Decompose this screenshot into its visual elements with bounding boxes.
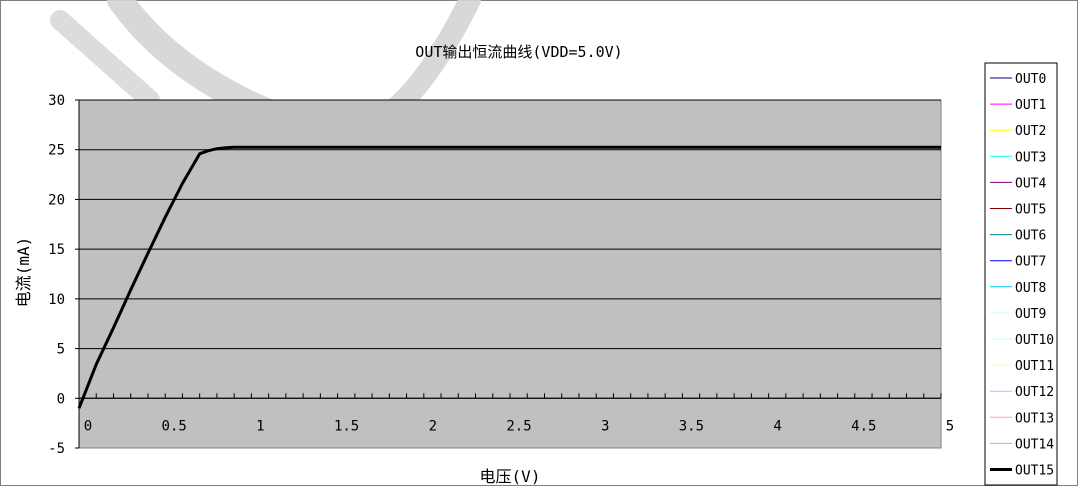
x-tick-label: 0 [84,418,92,434]
legend-label-out13: OUT13 [1015,411,1054,426]
series-layer [77,145,941,409]
y-tick-label: 15 [48,242,65,258]
y-tick-label: -5 [48,441,65,457]
legend-label-out6: OUT6 [1015,229,1046,244]
legend-label-out9: OUT9 [1015,307,1046,322]
chart-title: OUT输出恒流曲线(VDD=5.0V) [415,43,622,61]
legend-box [984,62,1058,486]
grid-lines [79,99,941,399]
legend-label-out11: OUT11 [1015,359,1054,374]
x-axis-title: 电压(V) [480,467,541,486]
legend-label-out0: OUT0 [1015,72,1046,87]
legend: OUT0 OUT1 OUT2 OUT3 OUT4 OUT5 OUT6 OUT7 OUT8 OUT9… [990,72,1054,479]
legend-label-out14: OUT14 [1015,437,1054,452]
y-tick-label: 25 [48,143,65,159]
legend-label-out12: OUT12 [1015,385,1054,400]
legend-label-out1: OUT1 [1015,98,1046,113]
x-tick-label: 1 [256,418,264,434]
y-tick-label: 30 [48,93,65,109]
x-axis: 0 0.5 1 1.5 2 2.5 3 3.5 4 4.5 5 [78,393,954,434]
legend-label-out8: OUT8 [1015,281,1046,296]
x-tick-label: 1.5 [334,418,359,434]
y-axis: -5 0 5 10 15 20 25 30 [48,93,80,457]
legend-label-out2: OUT2 [1015,124,1046,139]
legend-label-out5: OUT5 [1015,203,1046,218]
legend-label-out3: OUT3 [1015,150,1046,165]
y-tick-label: 20 [48,192,65,208]
x-tick-label: 4.5 [851,418,876,434]
y-tick-label: 0 [57,391,65,407]
x-tick-label: 0.5 [162,418,187,434]
legend-label-out15: OUT15 [1015,464,1054,479]
x-tick-label: 3.5 [679,418,704,434]
legend-label-out7: OUT7 [1015,255,1046,270]
x-tick-label: 2 [429,418,437,434]
y-tick-label: 5 [57,342,65,358]
y-axis-title: 电流(mA) [14,237,33,308]
plot-area [78,99,942,449]
x-tick-label: 3 [601,418,609,434]
x-tick-label: 5 [946,418,954,434]
x-tick-label: 2.5 [506,418,531,434]
legend-label-out10: OUT10 [1015,333,1054,348]
legend-label-out4: OUT4 [1015,176,1046,191]
x-tick-label: 4 [773,418,781,434]
y-tick-label: 10 [48,292,65,308]
series-line-out15 [77,145,941,409]
